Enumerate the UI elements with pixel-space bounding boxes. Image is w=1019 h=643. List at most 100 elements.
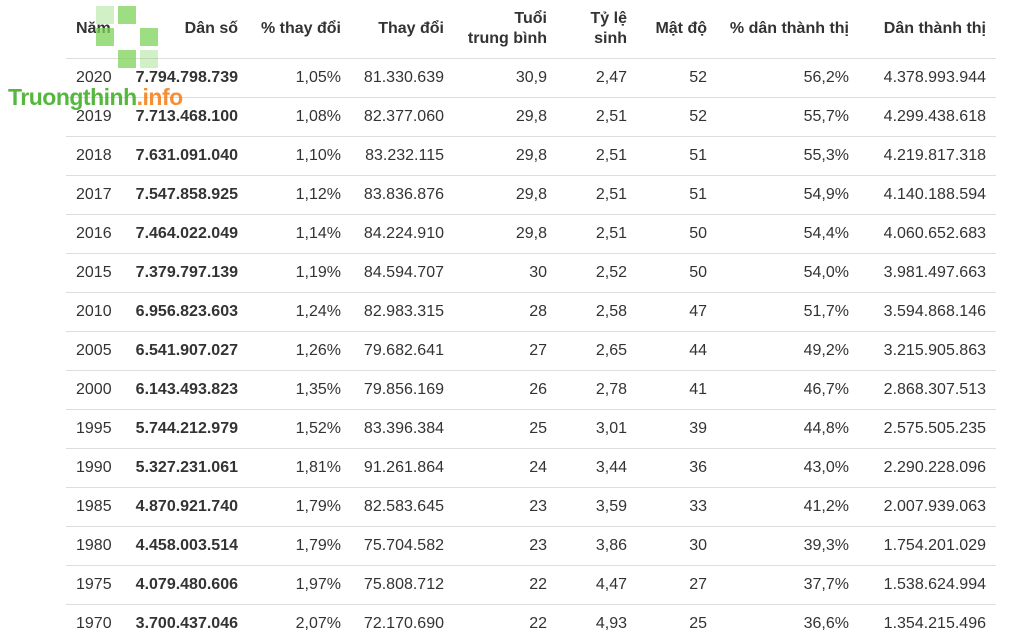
cell-fertility: 2,78 — [557, 369, 637, 409]
cell-population: 4.079.480.606 — [122, 564, 248, 604]
cell-urban-pct: 54,0% — [717, 252, 859, 292]
table-row: 1995 5.744.212.979 1,52% 83.396.384 25 3,01 39… — [66, 408, 996, 448]
cell-density: 36 — [637, 447, 717, 487]
cell-year: 1990 — [66, 447, 122, 487]
cell-urban-pop: 4.299.438.618 — [859, 96, 996, 136]
cell-change: 72.170.690 — [351, 603, 454, 643]
cell-density: 39 — [637, 408, 717, 448]
cell-density: 33 — [637, 486, 717, 526]
cell-urban-pop: 4.060.652.683 — [859, 213, 996, 253]
header-pct-change: % thay đổi — [260, 19, 341, 37]
cell-year: 2005 — [66, 330, 122, 370]
cell-year: 2020 — [66, 57, 122, 97]
header-population: Dân số — [184, 19, 238, 37]
cell-pct-change: 1,81% — [248, 447, 351, 487]
cell-population: 5.744.212.979 — [122, 408, 248, 448]
header-change: Thay đổi — [378, 19, 444, 37]
cell-median-age: 23 — [454, 525, 557, 565]
table-row: 1975 4.079.480.606 1,97% 75.808.712 22 4,47 27… — [66, 564, 996, 604]
cell-density: 52 — [637, 57, 717, 97]
cell-density: 27 — [637, 564, 717, 604]
cell-fertility: 2,51 — [557, 135, 637, 175]
header-year: Năm — [76, 19, 111, 37]
cell-pct-change: 1,12% — [248, 174, 351, 214]
header-urban-pct: % dân thành thị — [729, 19, 849, 37]
cell-urban-pop: 4.140.188.594 — [859, 174, 996, 214]
cell-median-age: 28 — [454, 291, 557, 331]
cell-urban-pct: 39,3% — [717, 525, 859, 565]
cell-change: 75.704.582 — [351, 525, 454, 565]
cell-pct-change: 1,24% — [248, 291, 351, 331]
table-row: 1980 4.458.003.514 1,79% 75.704.582 23 3,86 30… — [66, 525, 996, 565]
cell-pct-change: 1,26% — [248, 330, 351, 370]
table-row: 2018 7.631.091.040 1,10% 83.232.115 29,8 2,51… — [66, 135, 996, 175]
table-row: 2000 6.143.493.823 1,35% 79.856.169 26 2,78 41… — [66, 369, 996, 409]
cell-urban-pop: 1.354.215.496 — [859, 603, 996, 643]
cell-population: 6.956.823.603 — [122, 291, 248, 331]
cell-fertility: 3,44 — [557, 447, 637, 487]
cell-population: 3.700.437.046 — [122, 603, 248, 643]
cell-median-age: 26 — [454, 369, 557, 409]
cell-urban-pop: 1.754.201.029 — [859, 525, 996, 565]
table-header-row: Năm Dân số % thay đổi Thay đổi Tuổi trun… — [66, 0, 996, 58]
cell-urban-pop: 2.575.505.235 — [859, 408, 996, 448]
cell-median-age: 25 — [454, 408, 557, 448]
cell-pct-change: 1,52% — [248, 408, 351, 448]
table-row: 2016 7.464.022.049 1,14% 84.224.910 29,8 2,51… — [66, 213, 996, 253]
header-urban-pop: Dân thành thị — [883, 19, 986, 37]
cell-change: 84.594.707 — [351, 252, 454, 292]
cell-population: 7.631.091.040 — [122, 135, 248, 175]
cell-urban-pct: 55,3% — [717, 135, 859, 175]
cell-urban-pct: 44,8% — [717, 408, 859, 448]
cell-fertility: 4,47 — [557, 564, 637, 604]
cell-year: 1985 — [66, 486, 122, 526]
cell-change: 82.377.060 — [351, 96, 454, 136]
cell-median-age: 30,9 — [454, 57, 557, 97]
cell-change: 82.983.315 — [351, 291, 454, 331]
table-row: 2010 6.956.823.603 1,24% 82.983.315 28 2,58 47… — [66, 291, 996, 331]
cell-median-age: 29,8 — [454, 213, 557, 253]
cell-year: 1995 — [66, 408, 122, 448]
cell-median-age: 27 — [454, 330, 557, 370]
cell-urban-pct: 49,2% — [717, 330, 859, 370]
cell-median-age: 24 — [454, 447, 557, 487]
cell-urban-pct: 54,9% — [717, 174, 859, 214]
cell-pct-change: 1,05% — [248, 57, 351, 97]
cell-urban-pop: 2.290.228.096 — [859, 447, 996, 487]
cell-year: 2019 — [66, 96, 122, 136]
cell-change: 81.330.639 — [351, 57, 454, 97]
cell-year: 2015 — [66, 252, 122, 292]
table-row: 2005 6.541.907.027 1,26% 79.682.641 27 2,65 44… — [66, 330, 996, 370]
cell-population: 6.541.907.027 — [122, 330, 248, 370]
cell-fertility: 2,58 — [557, 291, 637, 331]
cell-density: 50 — [637, 252, 717, 292]
cell-pct-change: 1,35% — [248, 369, 351, 409]
cell-urban-pop: 3.981.497.663 — [859, 252, 996, 292]
header-density: Mật độ — [655, 19, 707, 37]
cell-change: 83.836.876 — [351, 174, 454, 214]
cell-change: 91.261.864 — [351, 447, 454, 487]
cell-population: 4.458.003.514 — [122, 525, 248, 565]
table-row: 2017 7.547.858.925 1,12% 83.836.876 29,8 2,51… — [66, 174, 996, 214]
cell-pct-change: 1,97% — [248, 564, 351, 604]
cell-urban-pop: 4.378.993.944 — [859, 57, 996, 97]
cell-fertility: 3,86 — [557, 525, 637, 565]
population-table: Năm Dân số % thay đổi Thay đổi Tuổi trun… — [66, 0, 996, 643]
cell-urban-pct: 43,0% — [717, 447, 859, 487]
cell-year: 2010 — [66, 291, 122, 331]
cell-change: 75.808.712 — [351, 564, 454, 604]
cell-density: 51 — [637, 135, 717, 175]
cell-fertility: 2,65 — [557, 330, 637, 370]
cell-change: 79.856.169 — [351, 369, 454, 409]
cell-median-age: 22 — [454, 564, 557, 604]
cell-pct-change: 1,19% — [248, 252, 351, 292]
cell-population: 7.794.798.739 — [122, 57, 248, 97]
table-row: 2020 7.794.798.739 1,05% 81.330.639 30,9 2,47… — [66, 57, 996, 97]
cell-median-age: 30 — [454, 252, 557, 292]
cell-density: 51 — [637, 174, 717, 214]
cell-median-age: 29,8 — [454, 96, 557, 136]
header-median-age-line2: trung bình — [467, 29, 547, 47]
cell-pct-change: 1,14% — [248, 213, 351, 253]
table-row: 1990 5.327.231.061 1,81% 91.261.864 24 3,44 36… — [66, 447, 996, 487]
